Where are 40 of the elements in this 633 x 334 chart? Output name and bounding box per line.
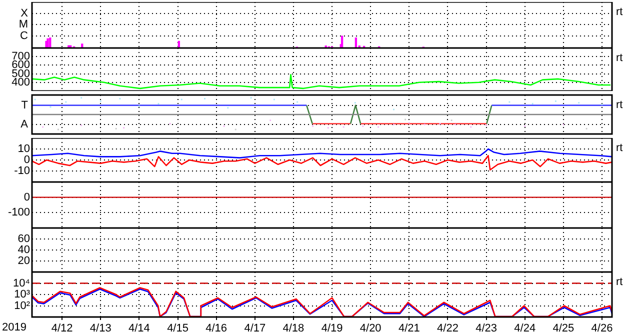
text: rt bbox=[616, 142, 623, 154]
y-tick-label: -10 bbox=[14, 165, 30, 178]
y-tick-label: 60 bbox=[18, 233, 30, 246]
text: rt bbox=[616, 52, 623, 64]
x-tick-label: 4/18 bbox=[282, 322, 304, 334]
y-tick-label: 20 bbox=[18, 255, 30, 268]
bar bbox=[340, 36, 344, 48]
text: T bbox=[21, 100, 28, 112]
x-axis-title: 2019 bbox=[2, 322, 26, 334]
text: rt bbox=[616, 6, 623, 18]
x-tick-label: 4/13 bbox=[90, 322, 112, 334]
text: C bbox=[20, 30, 28, 42]
y-tick-label: 40 bbox=[18, 244, 30, 256]
x-tick-label: 4/17 bbox=[244, 322, 266, 334]
x-tick-label: 4/24 bbox=[514, 322, 536, 334]
x-tick-label: 4/20 bbox=[360, 322, 382, 334]
text: A bbox=[20, 118, 29, 130]
x-tick-label: 4/14 bbox=[128, 322, 150, 334]
x-tick-label: 4/25 bbox=[552, 322, 574, 334]
y-tick-label: 10² bbox=[14, 300, 30, 312]
x-tick-label: 4/19 bbox=[321, 322, 343, 334]
y-tick-label: 0 bbox=[24, 191, 30, 204]
x-tick-label: 4/12 bbox=[51, 322, 73, 334]
x-tick-label: 4/16 bbox=[206, 322, 228, 334]
text: rt bbox=[616, 99, 623, 112]
x-tick-label: 4/21 bbox=[398, 322, 420, 334]
text: M bbox=[18, 18, 28, 31]
y-tick-label: 0 bbox=[24, 154, 30, 166]
y-tick-label: 10⁴ bbox=[13, 277, 30, 290]
x-tick-label: 4/26 bbox=[591, 322, 613, 334]
y-tick-label: -100 bbox=[8, 206, 30, 219]
x-tick-label: 4/22 bbox=[437, 322, 458, 334]
y-tick-label: 10 bbox=[18, 143, 30, 156]
bar bbox=[46, 38, 49, 48]
text: rt bbox=[616, 276, 623, 288]
text: X bbox=[20, 8, 29, 20]
x-tick-label: 4/15 bbox=[167, 322, 188, 334]
y-tick-label: 400 bbox=[12, 76, 30, 88]
x-tick-label: 4/23 bbox=[476, 322, 497, 334]
y-tick-label: 10³ bbox=[14, 288, 30, 301]
